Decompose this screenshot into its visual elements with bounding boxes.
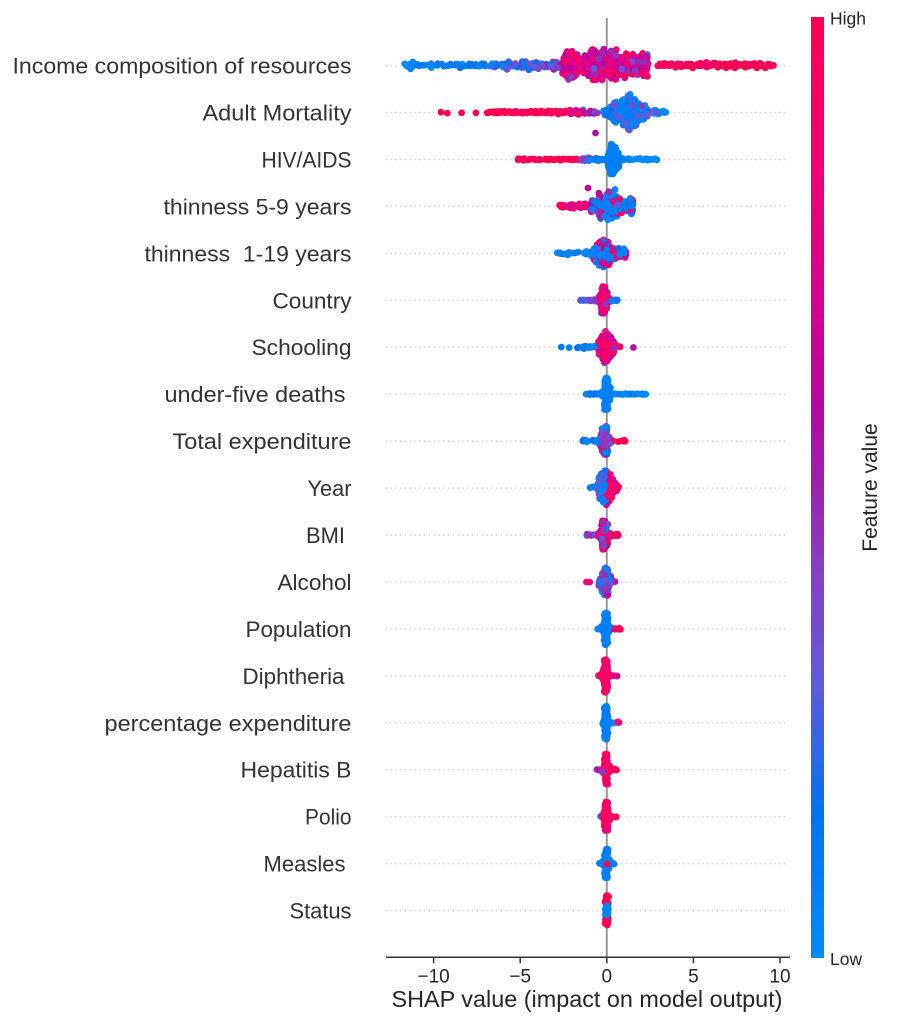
- svg-text:Country: Country: [273, 288, 353, 313]
- svg-text:10: 10: [769, 967, 790, 988]
- svg-text:thinness 5-9 years: thinness 5-9 years: [164, 194, 352, 219]
- svg-text:under-five deaths: under-five deaths: [165, 382, 346, 407]
- svg-text:−5: −5: [509, 967, 531, 988]
- svg-text:thinness 1-19 years: thinness 1-19 years: [145, 241, 352, 266]
- svg-text:0: 0: [602, 967, 613, 988]
- svg-text:Schooling: Schooling: [252, 335, 352, 360]
- svg-text:Total expenditure: Total expenditure: [173, 429, 352, 454]
- svg-text:Diphtheria: Diphtheria: [243, 664, 346, 689]
- svg-text:Status: Status: [290, 899, 352, 924]
- svg-text:Adult Mortality: Adult Mortality: [203, 101, 353, 126]
- svg-text:Year: Year: [308, 476, 353, 501]
- svg-text:percentage expenditure: percentage expenditure: [105, 711, 352, 736]
- svg-text:Hepatitis B: Hepatitis B: [241, 758, 352, 783]
- svg-text:5: 5: [688, 967, 699, 988]
- svg-text:BMI: BMI: [306, 523, 345, 548]
- svg-text:−10: −10: [417, 967, 449, 988]
- svg-text:Measles: Measles: [264, 852, 346, 877]
- svg-text:Polio: Polio: [305, 805, 352, 830]
- svg-text:HIV/AIDS: HIV/AIDS: [262, 148, 352, 173]
- svg-text:Income composition of resource: Income composition of resources: [13, 54, 352, 79]
- svg-text:SHAP value (impact on model ou: SHAP value (impact on model output): [392, 986, 783, 1012]
- svg-text:Alcohol: Alcohol: [278, 570, 352, 595]
- svg-text:Feature value: Feature value: [859, 423, 882, 551]
- svg-text:Population: Population: [246, 617, 352, 642]
- svg-text:High: High: [830, 9, 866, 29]
- svg-text:Low: Low: [830, 949, 862, 969]
